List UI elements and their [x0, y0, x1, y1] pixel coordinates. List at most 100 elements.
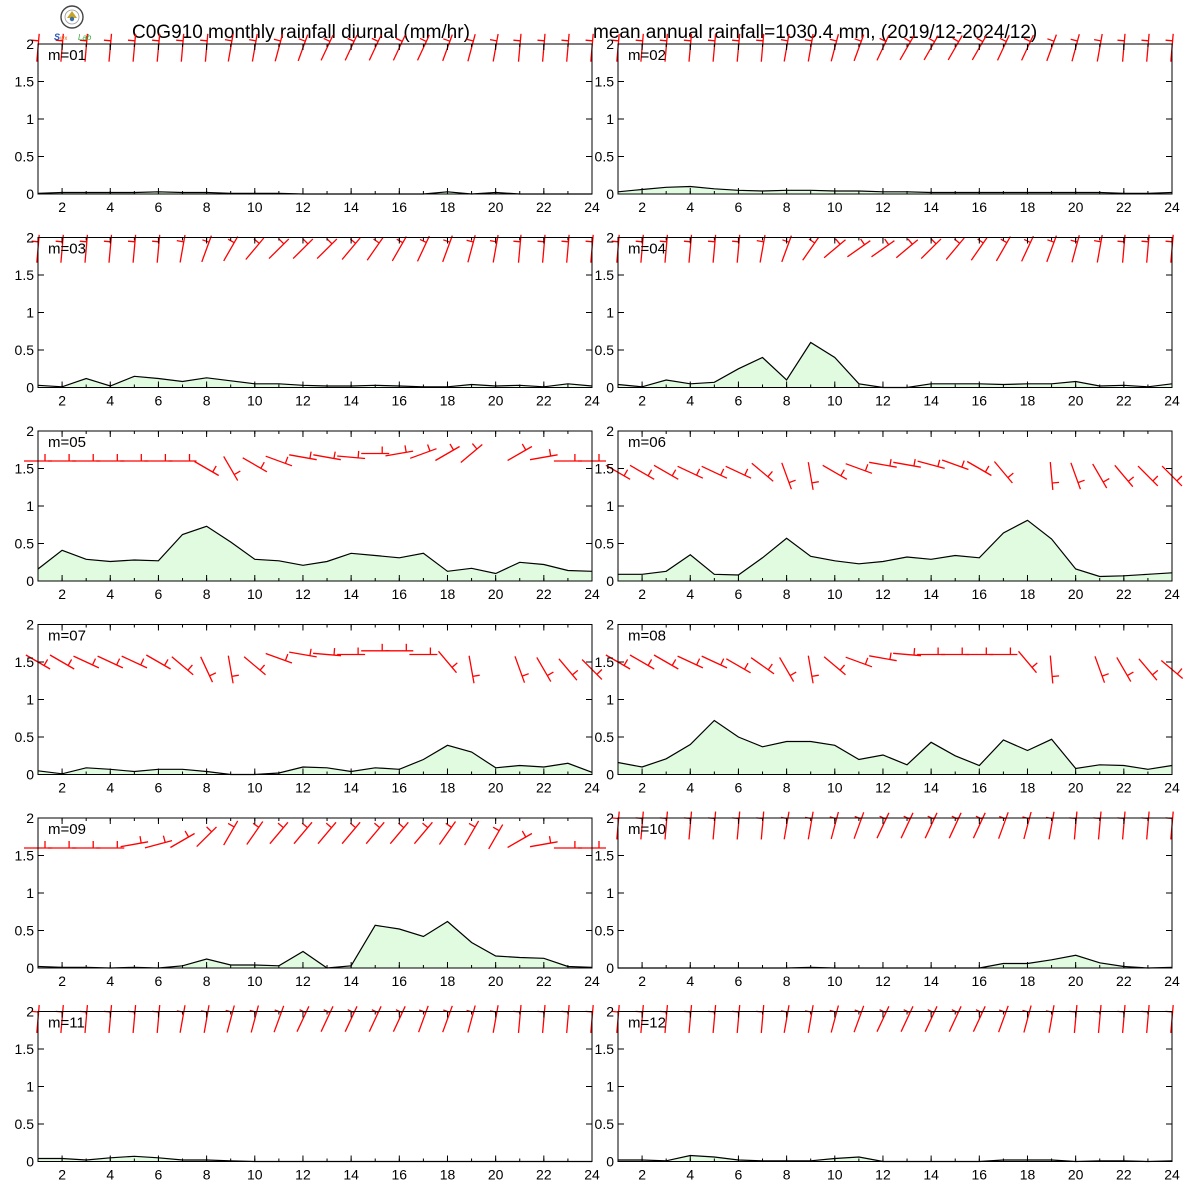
wind-barb — [249, 1005, 260, 1033]
y-tick-label: 0 — [26, 186, 34, 202]
x-tick-label: 2 — [638, 973, 646, 989]
wind-barb — [558, 658, 579, 681]
rain-area-m10 — [618, 955, 1172, 968]
wind-barb — [1093, 1005, 1102, 1033]
x-tick-label: 4 — [686, 393, 694, 409]
x-tick-label: 22 — [1116, 393, 1132, 409]
y-tick-label: 1 — [606, 305, 614, 321]
y-tick-label: 2 — [26, 230, 34, 246]
x-tick-label: 10 — [247, 586, 263, 602]
month-label-m03: m=03 — [48, 241, 86, 258]
wind-barb — [1070, 462, 1085, 490]
wind-barb — [223, 456, 241, 481]
y-tick-label: 1 — [606, 111, 614, 127]
x-tick-label: 2 — [638, 586, 646, 602]
rain-line-m05 — [37, 525, 593, 575]
month-label-m11: m=11 — [48, 1015, 85, 1032]
panel-m04: 00.511.522 4 6 8 10 12 14 16 18 20 22 24m=04 — [595, 230, 1180, 409]
wind-barb — [320, 1006, 334, 1032]
wind-barb — [1093, 234, 1103, 263]
panel-frame — [37, 43, 593, 195]
x-tick-label: 4 — [106, 1167, 114, 1183]
x-tick-label: 12 — [295, 586, 311, 602]
y-tick-label: 2 — [26, 617, 34, 633]
wind-barb — [361, 643, 390, 652]
x-tick-label: 24 — [584, 1167, 600, 1183]
x-tick-label: 12 — [875, 973, 891, 989]
y-tick-label: 1 — [606, 1079, 614, 1095]
x-tick-label: 2 — [638, 780, 646, 796]
x-tick-label: 10 — [827, 586, 843, 602]
y-tick-label: 2 — [26, 423, 34, 439]
y-tick-label: 1.5 — [595, 654, 615, 670]
wind-barb — [466, 235, 476, 263]
wind-barb — [683, 1005, 693, 1033]
rain-line-m07 — [37, 744, 593, 776]
panel-frame — [37, 624, 593, 775]
wind-barb — [127, 1005, 137, 1033]
x-tick-label: 8 — [203, 393, 211, 409]
x-tick-label: 6 — [735, 973, 743, 989]
month-label-m01: m=01 — [48, 47, 86, 64]
y-tick-label: 2 — [606, 1004, 614, 1020]
wind-barbs-m09 — [24, 820, 606, 850]
x-tick-label: 16 — [972, 1167, 988, 1183]
panels-grid: 00.511.522 4 6 8 10 12 14 16 18 20 22 24m=0100.511.… — [15, 33, 1184, 1183]
wind-barb — [1138, 658, 1159, 681]
panel-frame — [37, 817, 593, 969]
panel-m01: 00.511.522 4 6 8 10 12 14 16 18 20 22 24m=01 — [15, 33, 600, 215]
x-tick-label: 16 — [392, 586, 408, 602]
x-tick-label: 4 — [686, 586, 694, 602]
x-tick-label: 20 — [488, 780, 504, 796]
wind-barb — [993, 461, 1014, 484]
month-label-m09: m=09 — [48, 821, 86, 838]
x-tick-label: 10 — [247, 780, 263, 796]
y-tick-label: 1.5 — [595, 461, 615, 477]
wind-barb — [168, 454, 197, 462]
x-tick-label: 12 — [875, 780, 891, 796]
wind-barbs-m10 — [611, 811, 1174, 840]
wind-barb — [489, 234, 499, 263]
x-tick-label: 18 — [1020, 1167, 1036, 1183]
x-tick-label: 14 — [923, 973, 939, 989]
panel-frame — [617, 817, 1173, 969]
wind-barb — [529, 448, 558, 461]
wind-barb — [807, 655, 819, 684]
x-tick-label: 10 — [247, 199, 263, 215]
wind-barb — [924, 812, 938, 839]
y-tick-label: 1 — [606, 692, 614, 708]
wind-barb — [917, 459, 945, 470]
y-tick-label: 1.5 — [15, 74, 35, 90]
wind-barb — [48, 454, 77, 462]
wind-barb — [1094, 656, 1109, 683]
wind-barb — [273, 1005, 285, 1033]
wind-barb — [417, 1005, 429, 1033]
wind-barb — [707, 33, 717, 62]
wind-barb — [269, 821, 289, 845]
x-tick-label: 10 — [827, 780, 843, 796]
wind-barb — [529, 835, 558, 848]
wind-barb — [72, 841, 101, 849]
wind-barb — [268, 238, 290, 260]
x-tick-label: 2 — [58, 780, 66, 796]
y-tick-label: 1 — [26, 1079, 34, 1095]
wind-barb — [243, 656, 266, 676]
wind-barb — [920, 238, 942, 260]
wind-barb — [804, 1005, 814, 1033]
x-tick-label: 16 — [392, 393, 408, 409]
x-tick-label: 20 — [1068, 586, 1084, 602]
x-tick-label: 20 — [488, 973, 504, 989]
wind-barb — [416, 34, 430, 61]
x-tick-label: 20 — [488, 199, 504, 215]
wind-barb — [750, 657, 775, 675]
wind-barb — [225, 1005, 235, 1033]
x-tick-label: 8 — [203, 780, 211, 796]
x-tick-label: 20 — [488, 393, 504, 409]
panel-m05: 00.511.522 4 6 8 10 12 14 16 18 20 22 24m=05 — [15, 423, 606, 602]
wind-barb — [1022, 1005, 1032, 1033]
wind-barb — [853, 812, 865, 839]
x-tick-label: 2 — [638, 1167, 646, 1183]
x-tick-label: 22 — [1116, 780, 1132, 796]
wind-barb — [751, 462, 774, 482]
y-tick-label: 0 — [26, 573, 34, 589]
